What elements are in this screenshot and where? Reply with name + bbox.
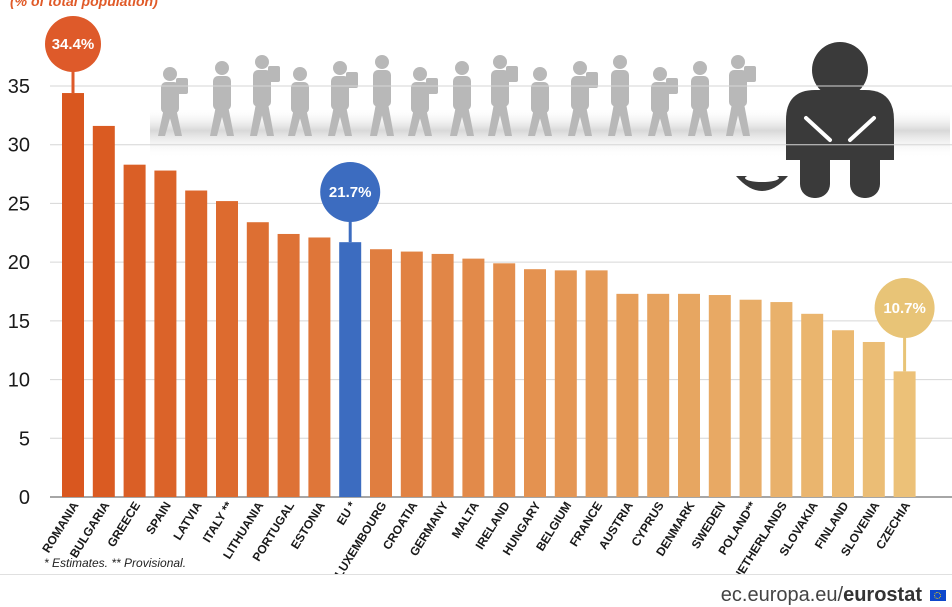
walker-silhouette: [210, 61, 234, 136]
bar-austria: [616, 293, 639, 497]
callout-bubble: [874, 278, 935, 338]
y-tick-label: 35: [8, 76, 30, 98]
bar-ireland: [493, 263, 516, 497]
bar-sweden: [708, 295, 731, 497]
walker-silhouette: [370, 55, 394, 136]
walker-silhouette: [648, 67, 678, 136]
bar-hungary: [524, 269, 546, 497]
walker-silhouette: [488, 55, 518, 136]
callout-bubble: [320, 162, 381, 222]
y-tick-label: 10: [8, 370, 30, 392]
bar-slovakia: [801, 313, 824, 497]
walker-silhouette: [288, 67, 312, 136]
source-domain: ec.europa.eu/: [720, 584, 844, 606]
walker-silhouette: [250, 55, 280, 136]
walker-silhouette: [568, 61, 598, 136]
walker-silhouette: [158, 67, 188, 136]
callout-value: 10.7%: [883, 300, 926, 317]
bar-finland: [832, 330, 854, 497]
bar-estonia: [308, 237, 331, 498]
bar-germany: [431, 253, 454, 497]
source-brand: eurostat: [843, 584, 922, 606]
walker-silhouette: [528, 67, 552, 136]
x-tick-label: MALTA: [449, 499, 482, 541]
bar-bulgaria: [92, 125, 115, 497]
footer-bar: [0, 574, 952, 605]
y-tick-label: 0: [19, 487, 30, 509]
walker-silhouette: [726, 55, 756, 136]
x-tick-label: SPAIN: [143, 499, 174, 537]
bar-croatia: [400, 251, 423, 497]
bar-malta: [462, 258, 485, 497]
bar-czechia: [893, 371, 916, 497]
bowl-icon: [736, 174, 788, 191]
callouts: 34.4% 21.7% 10.7%: [45, 16, 935, 372]
walker-silhouette: [688, 61, 712, 136]
sitting-person-icon: [786, 42, 894, 198]
bars: [62, 93, 916, 498]
bar-portugal: [277, 233, 300, 497]
bar-lithuania: [246, 222, 269, 497]
bar-cyprus: [647, 293, 670, 497]
y-tick-label: 15: [8, 311, 30, 333]
bar-italy: [216, 201, 238, 497]
chart-header-fragment: (% of total population): [10, 0, 158, 9]
callout-value: 34.4%: [52, 36, 95, 53]
bar-slovenia: [862, 341, 885, 497]
x-tick-label: EU *: [334, 499, 359, 528]
bar-france: [585, 270, 608, 497]
walker-silhouette: [450, 61, 474, 136]
bar-romania: [62, 93, 84, 497]
walker-silhouette: [328, 61, 358, 136]
callout-value: 21.7%: [329, 184, 372, 201]
bar-belgium: [554, 270, 577, 497]
walking-people-illustration: [158, 55, 756, 136]
bar-spain: [154, 170, 177, 497]
y-tick-label: 5: [19, 428, 30, 450]
bar-greece: [123, 164, 146, 498]
bar-denmark: [678, 293, 700, 497]
callout-bubble: [45, 16, 101, 72]
source-credit[interactable]: ec.europa.eu/eurostat: [721, 584, 922, 607]
walker-silhouette: [608, 55, 632, 136]
bar-eu: [339, 242, 362, 497]
bar-luxembourg: [370, 249, 392, 497]
y-axis-ticks: 0 5 10 15 20 25 30 35: [8, 76, 30, 509]
y-tick-label: 30: [8, 135, 30, 157]
bar-poland: [739, 299, 762, 497]
y-tick-label: 25: [8, 193, 30, 215]
bar-latvia: [185, 190, 208, 498]
eu-flag-icon: [930, 590, 946, 601]
bar-netherlands: [770, 302, 793, 497]
footnote: * Estimates. ** Provisional.: [44, 556, 187, 570]
y-tick-label: 20: [8, 252, 30, 274]
